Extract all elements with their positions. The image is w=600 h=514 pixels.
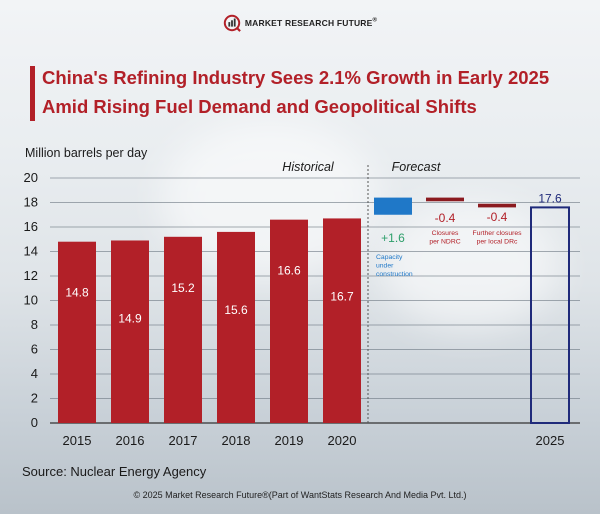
y-tick-label: 10: [24, 293, 38, 308]
bar-value-label: 16.7: [330, 289, 354, 303]
bar-value-label: 14.9: [118, 311, 142, 325]
waterfall-step-bar: [426, 198, 464, 202]
source-note: Source: Nuclear Energy Agency: [22, 464, 206, 479]
historical-section-label: Historical: [282, 160, 335, 174]
waterfall-step-note: Capacity: [376, 254, 403, 261]
waterfall-step-note: per local DRc: [477, 239, 518, 246]
waterfall-step-value: -0.4: [435, 211, 456, 225]
y-tick-label: 12: [24, 268, 38, 283]
y-tick-label: 14: [24, 244, 38, 259]
bar-value-label: 14.8: [65, 286, 89, 300]
bar-2019: [270, 220, 308, 423]
chart-canvas: 0 2 4 6 8 10 12 14 16 18 20 14.8 2015 14.9 2016 15.2 201…: [0, 0, 600, 514]
x-tick-label: 2016: [116, 433, 145, 448]
bar-value-label: 15.6: [224, 303, 248, 317]
infographic: MARKET RESEARCH FUTURE® China's Refining…: [0, 0, 600, 514]
y-tick-label: 0: [31, 415, 38, 430]
waterfall-step-bar: [374, 198, 412, 215]
x-tick-label: 2025: [536, 433, 565, 448]
x-tick-label: 2019: [275, 433, 304, 448]
waterfall-step-note: under: [376, 263, 394, 270]
x-tick-label: 2017: [169, 433, 198, 448]
waterfall-step-note: per NDRC: [429, 239, 460, 246]
bar-value-label: 15.2: [171, 281, 195, 295]
bar-2020: [323, 218, 361, 423]
x-tick-label: 2020: [328, 433, 357, 448]
waterfall-step-note: Further closures: [472, 230, 522, 237]
forecast-section-label: Forecast: [392, 160, 441, 174]
y-tick-label: 20: [24, 170, 38, 185]
copyright-note: © 2025 Market Research Future®(Part of W…: [0, 490, 600, 500]
bar-2015: [58, 242, 96, 423]
waterfall-step-bar: [478, 204, 516, 208]
bar-2017: [164, 237, 202, 423]
bar-2018: [217, 232, 255, 423]
y-tick-label: 16: [24, 219, 38, 234]
y-tick-label: 18: [24, 195, 38, 210]
waterfall-step-note: Closures: [432, 230, 459, 237]
waterfall-step-value: +1.6: [381, 231, 405, 245]
y-tick-label: 4: [31, 366, 38, 381]
y-tick-label: 6: [31, 342, 38, 357]
x-tick-label: 2018: [222, 433, 251, 448]
y-tick-label: 8: [31, 317, 38, 332]
x-tick-label: 2015: [63, 433, 92, 448]
bar-2016: [111, 240, 149, 423]
bar-value-label: 16.6: [277, 264, 301, 278]
y-tick-label: 2: [31, 391, 38, 406]
waterfall-step-value: -0.4: [487, 210, 508, 224]
waterfall-step-note: construction: [376, 271, 413, 278]
bar-2025: [531, 207, 569, 423]
forecast-value-label: 17.6: [538, 191, 562, 205]
